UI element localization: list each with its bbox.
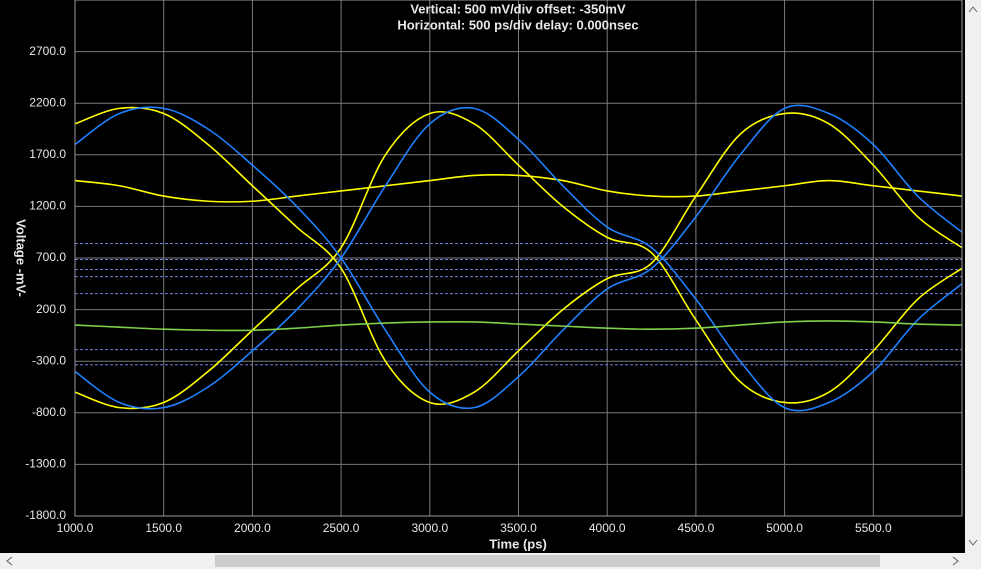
x-tick-label: 5500.0 — [855, 521, 892, 535]
y-tick-label: -300.0 — [32, 353, 66, 367]
y-tick-label: -1300.0 — [25, 457, 66, 471]
x-tick-label: 2500.0 — [323, 521, 360, 535]
trace — [74, 106, 963, 406]
vertical-scrollbar[interactable] — [965, 0, 981, 553]
x-axis-label: Time (ps) — [489, 536, 547, 551]
x-tick-label: 2000.0 — [234, 521, 271, 535]
trace — [74, 110, 963, 410]
x-tick-label: 3500.0 — [500, 521, 537, 535]
y-axis-label: Voltage -mV- — [14, 219, 29, 297]
y-tick-label: 1200.0 — [29, 199, 66, 213]
trace — [74, 173, 963, 203]
y-tick-label: 200.0 — [36, 302, 66, 316]
y-tick-label: -800.0 — [32, 405, 66, 419]
x-tick-label: 4000.0 — [589, 521, 626, 535]
chart-subtitle: Horizontal: 500 ps/div delay: 0.000nsec — [397, 17, 638, 32]
plot-border — [74, 0, 963, 517]
x-tick-label: 1000.0 — [57, 521, 94, 535]
scroll-down-arrow[interactable] — [968, 539, 978, 546]
scroll-up-arrow[interactable] — [968, 6, 978, 13]
x-tick-label: 3000.0 — [411, 521, 448, 535]
x-tick-label: 1500.0 — [145, 521, 182, 535]
y-tick-label: -1800.0 — [25, 508, 66, 522]
x-tick-label: 5000.0 — [766, 521, 803, 535]
traces — [74, 104, 963, 412]
y-tick-label: 2200.0 — [29, 95, 66, 109]
horizontal-scrollbar[interactable] — [0, 553, 981, 569]
chart-title: Vertical: 500 mV/div offset: -350mV — [410, 1, 626, 16]
y-tick-label: 700.0 — [36, 250, 66, 264]
scrollbar-track — [965, 0, 981, 553]
trace — [74, 104, 963, 410]
scroll-left-arrow[interactable] — [6, 556, 13, 566]
trace — [74, 320, 963, 332]
x-tick-label: 4500.0 — [678, 521, 715, 535]
scroll-right-arrow[interactable] — [952, 556, 959, 566]
y-tick-label: 1700.0 — [29, 147, 66, 161]
trace — [74, 106, 963, 412]
y-tick-label: 2700.0 — [29, 44, 66, 58]
scrollbar-thumb[interactable] — [215, 555, 880, 567]
